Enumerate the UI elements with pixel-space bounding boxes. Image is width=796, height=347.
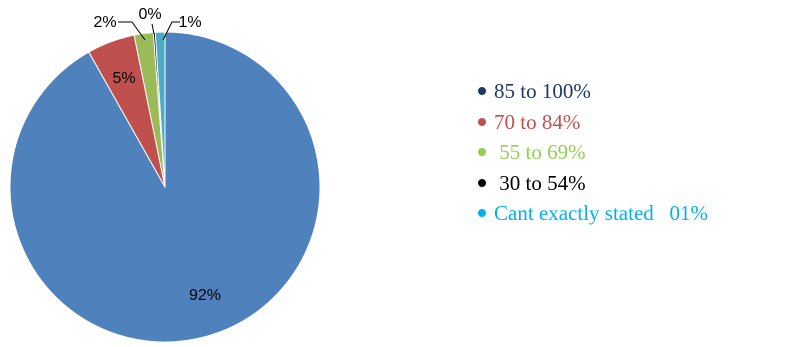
bullet-icon: [478, 209, 486, 218]
slice-labels: 92% 5% 2% 0% 1%: [93, 6, 221, 304]
legend-label: 30 to 54%: [494, 170, 586, 195]
slice-label-1: 5%: [112, 70, 135, 87]
legend-item-4: Cant exactly stated 01%: [476, 198, 708, 229]
leader-line-2: [118, 21, 146, 41]
legend-label: Cant exactly stated 01%: [494, 201, 709, 225]
legend-item-0: 85 to 100%: [476, 76, 708, 107]
slice-label-0: 92%: [189, 287, 221, 304]
bullet-icon: [478, 178, 486, 187]
bullet-icon: [478, 87, 486, 96]
pie-slices: [9, 31, 321, 343]
leader-line-4: [162, 21, 180, 41]
leader-line-3: [151, 23, 155, 35]
slice-label-3: 0%: [138, 6, 161, 23]
legend-item-3: 30 to 54%: [476, 168, 708, 199]
slice-label-2: 2%: [93, 14, 116, 31]
legend-label: 70 to 84%: [494, 109, 581, 134]
bullet-icon: [478, 148, 486, 157]
bullet-icon: [478, 117, 486, 126]
legend-label: 85 to 100%: [494, 79, 591, 103]
leader-lines: [118, 21, 180, 41]
legend-item-1: 70 to 84%: [476, 107, 708, 138]
legend-label: 55 to 69%: [494, 140, 586, 164]
slice-label-4: 1%: [178, 14, 201, 31]
pie-slice-4: [154, 31, 166, 188]
legend: 85 to 100% 70 to 84% 55 to 69% 30 to 54% C…: [476, 76, 708, 229]
legend-item-2: 55 to 69%: [476, 137, 708, 168]
